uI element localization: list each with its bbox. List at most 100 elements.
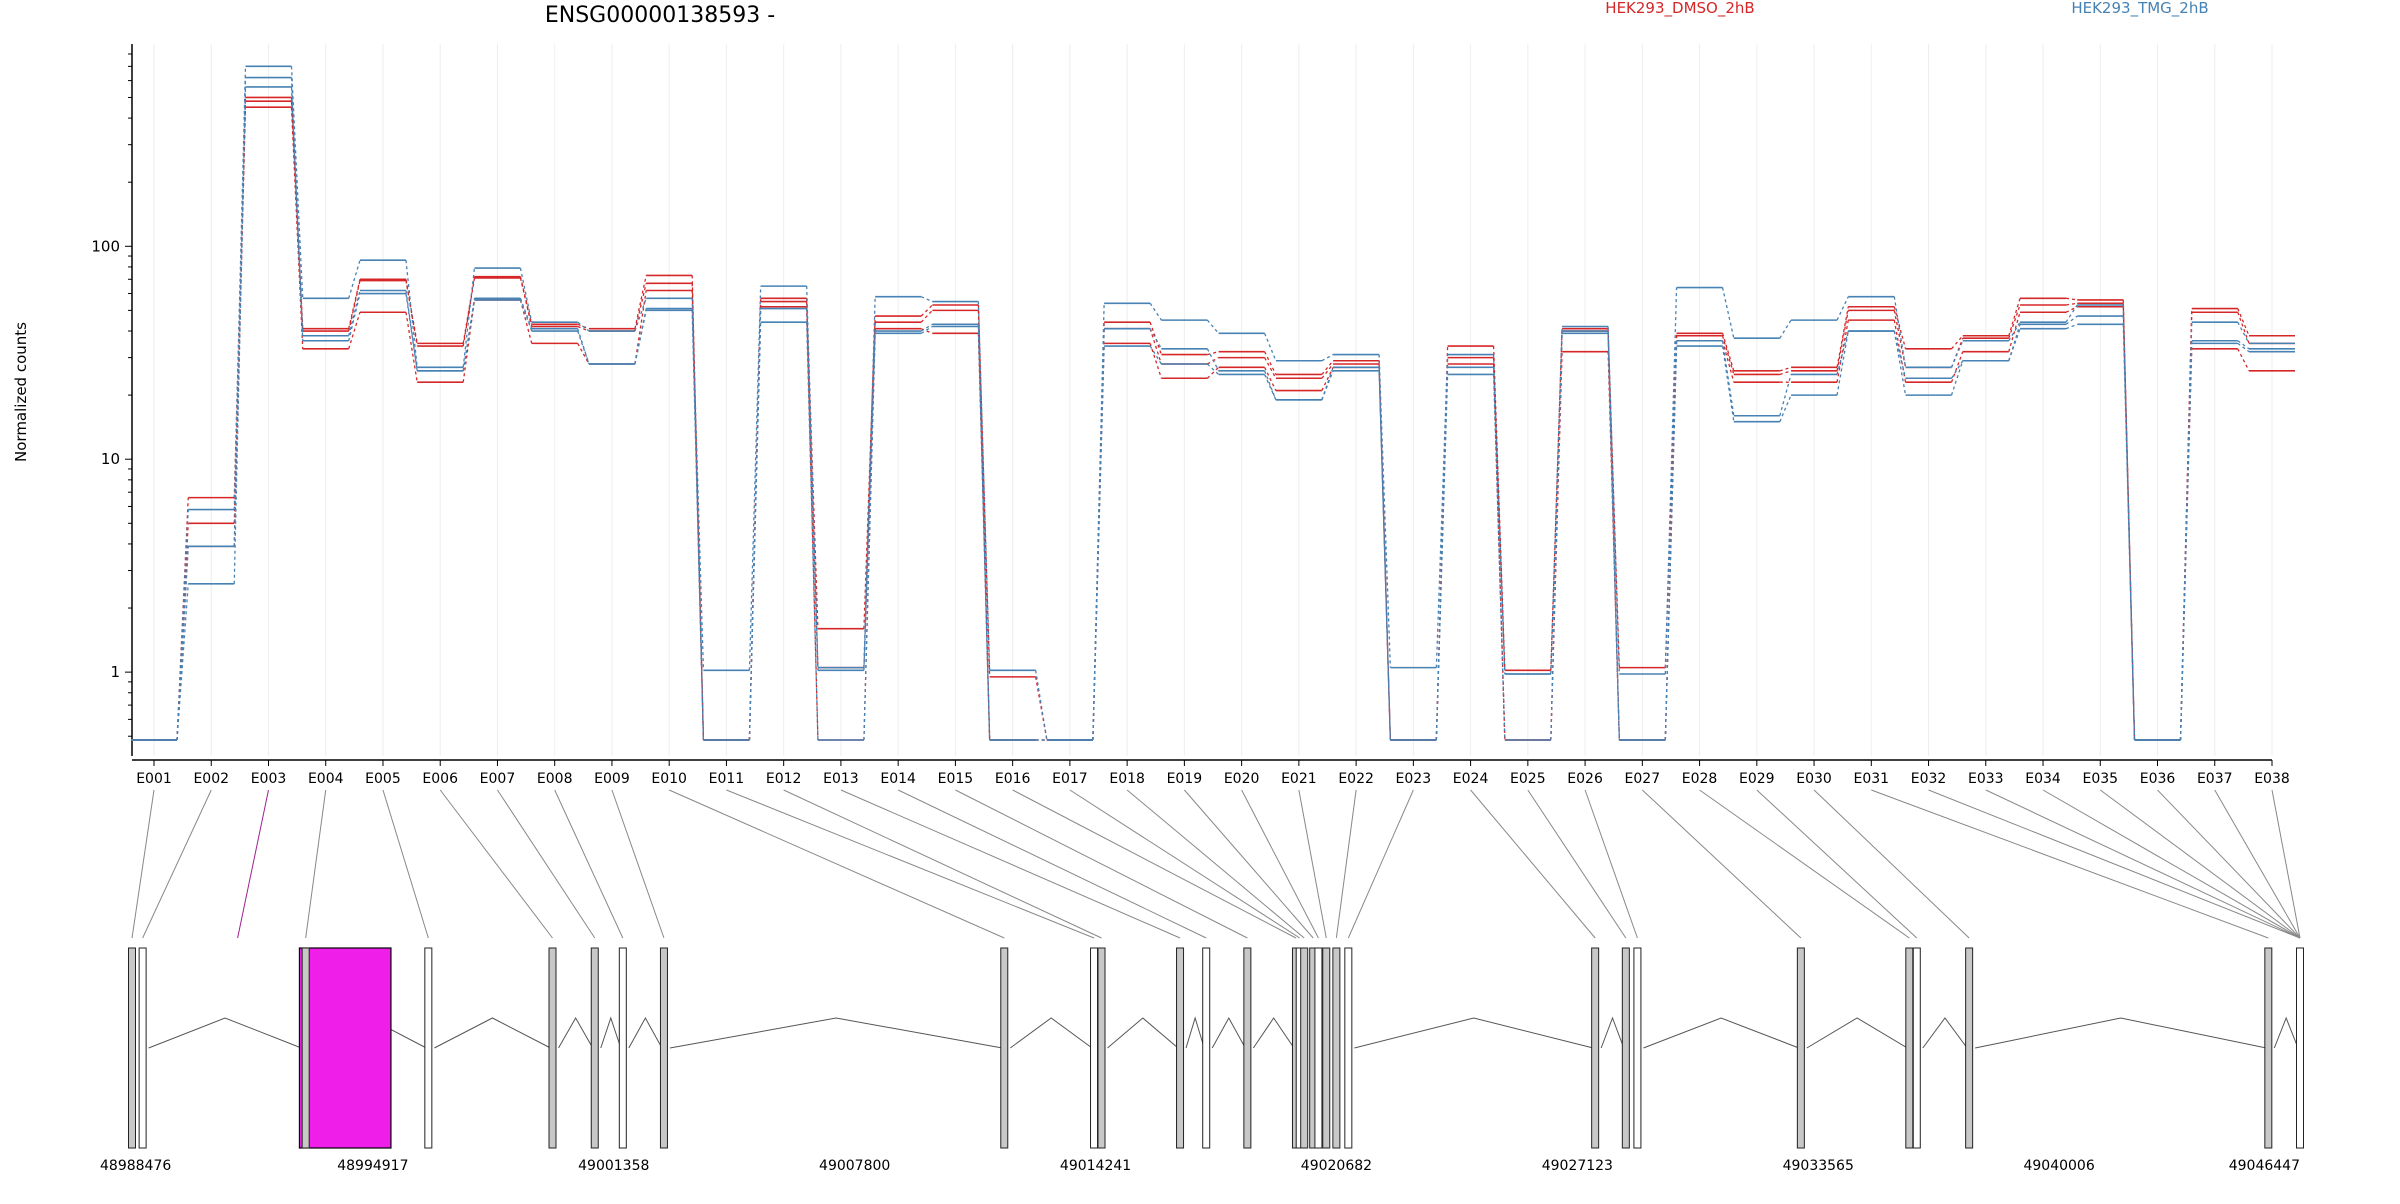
intron-arc	[1010, 1018, 1092, 1048]
series-line	[131, 66, 2295, 740]
series-connector	[177, 101, 2249, 740]
intron-arc	[434, 1018, 550, 1048]
exon-connector	[132, 790, 154, 938]
exon-connector	[2272, 790, 2300, 938]
intron-arc	[1643, 1018, 1798, 1048]
series-connector	[177, 66, 2249, 740]
x-tick-label: E012	[766, 771, 802, 787]
exon-box	[1301, 948, 1308, 1148]
exon-box	[1797, 948, 1804, 1148]
intron-arc	[629, 1018, 662, 1048]
exon-box	[1244, 948, 1251, 1148]
x-tick-label: E004	[308, 771, 344, 787]
exon-box	[660, 948, 667, 1148]
x-tick-label: E038	[2254, 771, 2290, 787]
legend-entry: HEK293_DMSO_2hB	[1605, 0, 1754, 18]
x-tick-label: E013	[823, 771, 859, 787]
y-tick-label: 1	[110, 663, 120, 681]
genomic-coordinate-label: 48994917	[337, 1158, 408, 1174]
series-line	[131, 87, 2295, 740]
x-tick-label: E029	[1739, 771, 1775, 787]
x-tick-label: E001	[136, 771, 172, 787]
exon-connector	[497, 790, 594, 938]
exon-connector	[143, 790, 212, 938]
x-tick-label: E026	[1567, 771, 1603, 787]
x-tick-label: E005	[365, 771, 401, 787]
x-tick-label: E023	[1396, 771, 1432, 787]
genomic-coordinate-label: 48988476	[100, 1158, 171, 1174]
exon-box	[1622, 948, 1629, 1148]
exon-connector	[2043, 790, 2300, 938]
exon-connector	[784, 790, 1102, 938]
exon-connector	[726, 790, 1094, 938]
intron-arc	[1807, 1018, 1907, 1048]
intron-arc	[1108, 1018, 1179, 1048]
y-tick-label: 100	[91, 237, 120, 255]
exon-box	[549, 948, 556, 1148]
exon-connector	[1348, 790, 1413, 938]
exon-connector	[1336, 790, 1356, 938]
x-tick-label: E033	[1968, 771, 2004, 787]
x-tick-label: E014	[880, 771, 916, 787]
x-tick-label: E037	[2197, 771, 2233, 787]
x-tick-label: E020	[1224, 771, 1260, 787]
x-tick-label: E030	[1796, 771, 1832, 787]
exon-box	[1592, 948, 1599, 1148]
x-tick-label: E024	[1453, 771, 1489, 787]
intron-arc	[1186, 1018, 1204, 1048]
exon-connector	[238, 790, 269, 938]
series-connector	[177, 87, 2249, 740]
intron-arc	[1923, 1018, 1967, 1048]
exon-connector	[1871, 790, 2268, 938]
legend-entry: HEK293_TMG_2hB	[2071, 0, 2208, 18]
exon-connector	[555, 790, 623, 938]
y-axis-label: Normalized counts	[12, 322, 30, 462]
x-tick-label: E031	[1854, 771, 1890, 787]
exon-box	[591, 948, 598, 1148]
exon-connector	[1299, 790, 1326, 938]
x-tick-label: E008	[537, 771, 573, 787]
x-tick-label: E021	[1281, 771, 1317, 787]
x-tick-label: E027	[1625, 771, 1661, 787]
exon-connector	[1986, 790, 2300, 938]
genomic-coordinate-label: 49014241	[1060, 1158, 1131, 1174]
exon-box	[1091, 948, 1098, 1148]
genomic-coordinate-label: 49020682	[1301, 1158, 1372, 1174]
x-tick-label: E036	[2140, 771, 2176, 787]
x-tick-label: E010	[651, 771, 687, 787]
series-connector	[177, 78, 2249, 740]
exon-box	[1966, 948, 1973, 1148]
intron-arc	[1601, 1018, 1624, 1048]
exon-box	[1634, 948, 1641, 1148]
intron-arc	[2274, 1018, 2298, 1048]
exon-box	[1906, 948, 1913, 1148]
exon-box	[425, 948, 432, 1148]
exon-box	[302, 948, 309, 1148]
x-tick-label: E035	[2082, 771, 2118, 787]
intron-arc	[670, 1018, 1002, 1048]
exon-box	[619, 948, 626, 1148]
intron-arc	[1354, 1018, 1593, 1048]
exon-connector	[1642, 790, 1801, 938]
x-tick-label: E017	[1052, 771, 1088, 787]
exon-connector	[898, 790, 1206, 938]
chart-title: ENSG00000138593 -	[545, 3, 775, 28]
series-line	[131, 101, 2295, 740]
series-line	[131, 97, 2295, 740]
x-tick-label: E032	[1911, 771, 1947, 787]
intron-arc	[1212, 1018, 1245, 1048]
series-line	[131, 107, 2295, 740]
exon-box	[1098, 948, 1105, 1148]
exon-connector	[2100, 790, 2300, 938]
x-tick-label: E011	[709, 771, 745, 787]
y-tick-label: 10	[101, 450, 120, 468]
exon-connector	[383, 790, 428, 938]
exon-connector	[669, 790, 1004, 938]
series-connector	[177, 107, 2249, 740]
exon-box	[1315, 948, 1322, 1148]
exon-box	[139, 948, 146, 1148]
exon-connector	[440, 790, 552, 938]
exon-connector	[306, 790, 326, 938]
intron-arc	[149, 1018, 302, 1048]
